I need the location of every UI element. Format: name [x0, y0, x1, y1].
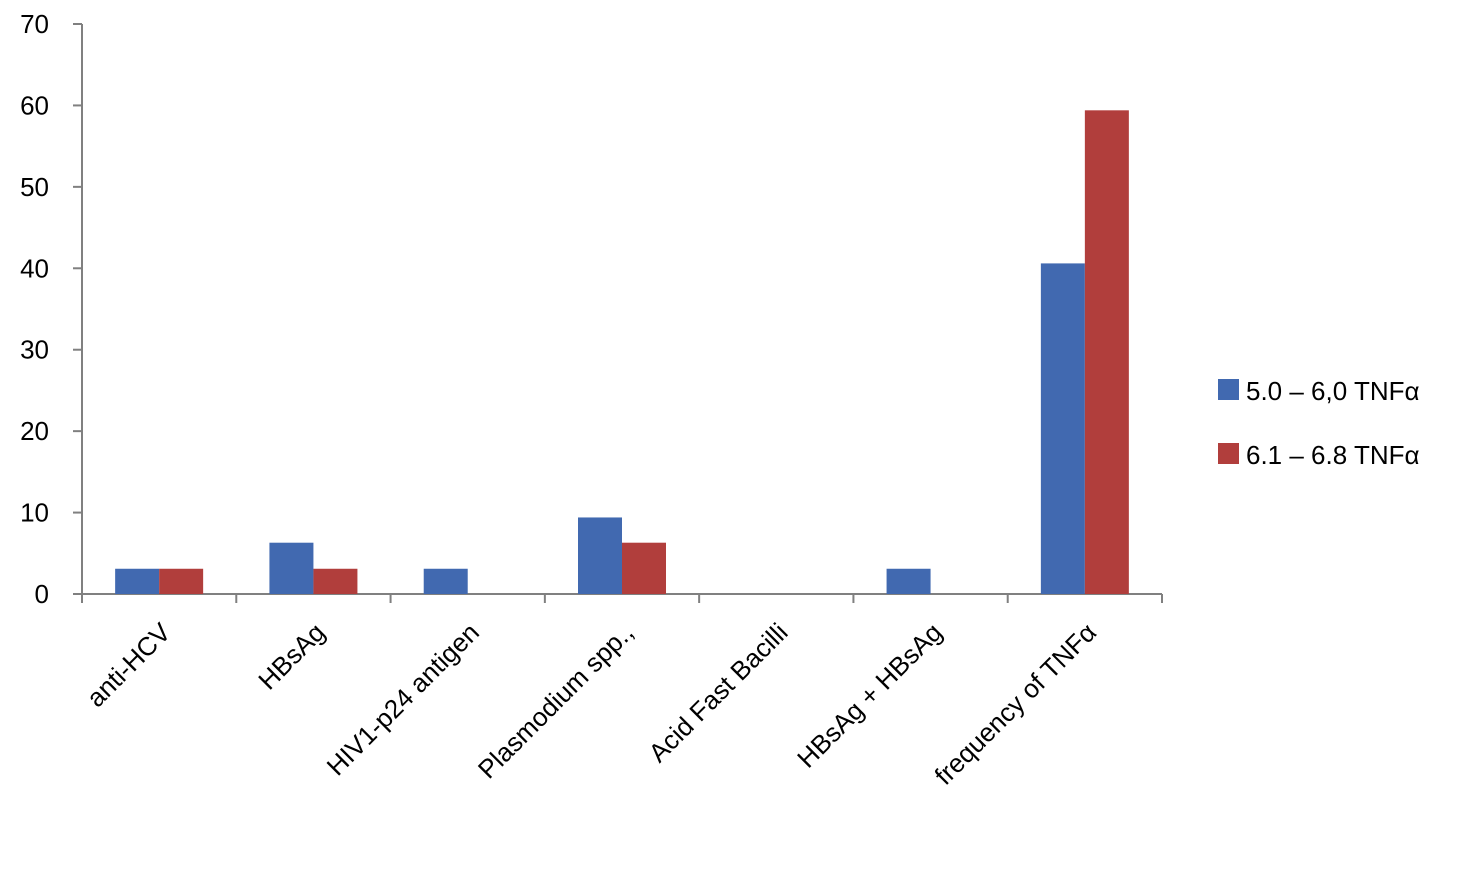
bar-2-anti-hcv	[159, 568, 204, 594]
bar-2-plasmodium-spp	[622, 542, 666, 594]
legend-label: 5.0 – 6,0 TNFα	[1246, 376, 1420, 406]
bar-1-hbsag	[269, 542, 314, 594]
legend-swatch	[1218, 379, 1239, 400]
x-category-label: frequency of TNFα	[929, 617, 1103, 791]
y-tick-label: 10	[20, 498, 49, 528]
y-tick-label: 60	[20, 90, 49, 120]
bar-1-plasmodium-spp	[578, 517, 622, 594]
x-category-label: Acid Fast Bacilli	[643, 617, 794, 768]
x-category-label: HBsAg + HBsAg	[791, 617, 948, 774]
y-tick-label: 40	[20, 253, 49, 283]
bar-1-hiv1-p24-antigen	[423, 568, 468, 594]
y-tick-label: 20	[20, 416, 49, 446]
bar-2-hbsag	[313, 568, 358, 594]
y-tick-label: 50	[20, 172, 49, 202]
bar-1-hbsag-hbsag	[886, 568, 931, 594]
x-category-label: Plasmodium spp.,	[472, 617, 639, 784]
legend-label: 6.1 – 6.8 TNFα	[1246, 440, 1420, 470]
y-tick-label: 70	[20, 9, 49, 39]
y-axis: 0 10 20 30 40 50 60 70	[20, 9, 83, 609]
x-category-label: anti-HCV	[81, 617, 177, 713]
y-tick-label: 0	[35, 579, 49, 609]
x-category-label: HIV1-p24 antigen	[321, 617, 485, 781]
x-category-label: HBsAg	[252, 617, 330, 695]
bars	[115, 110, 1129, 595]
legend-swatch	[1218, 443, 1239, 464]
bar-1-frequency-of-tnf	[1040, 263, 1085, 594]
bar-1-anti-hcv	[115, 568, 160, 594]
legend: 5.0 – 6,0 TNFα 6.1 – 6.8 TNFα	[1218, 376, 1420, 470]
y-tick-label: 30	[20, 335, 49, 365]
bar-2-frequency-of-tnf	[1084, 110, 1129, 595]
